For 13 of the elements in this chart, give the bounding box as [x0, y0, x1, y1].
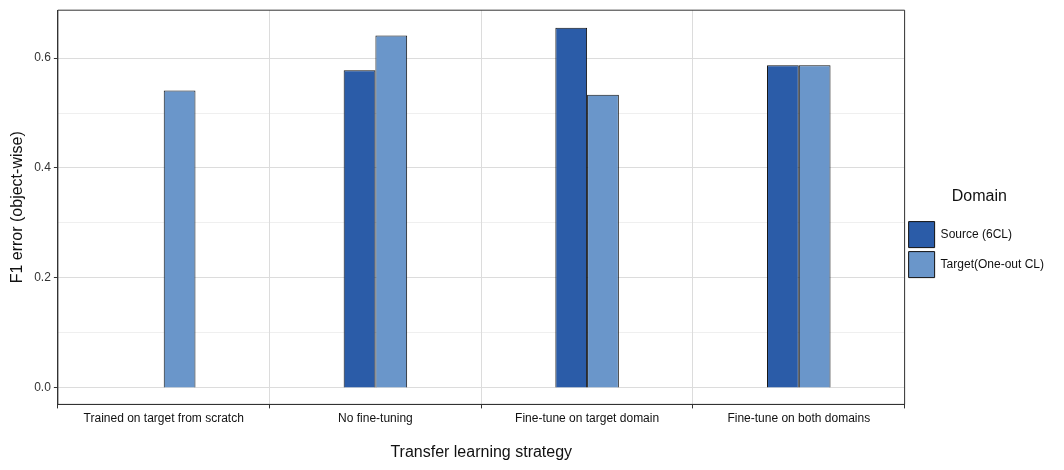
- y-tick-label: 0.0: [34, 380, 52, 395]
- x-tick-label: Fine-tune on target domain: [515, 410, 660, 425]
- y-tick-label: 0.4: [34, 160, 52, 175]
- legend-label: Target(One-out CL): [940, 256, 1045, 271]
- y-tick-label: 0.2: [34, 270, 52, 285]
- legend-title: Domain: [951, 186, 1007, 204]
- legend-label: Source (6CL): [940, 226, 1012, 241]
- x-tick-label: Trained on target from scratch: [83, 410, 244, 425]
- x-axis-title: Transfer learning strategy: [390, 442, 573, 460]
- x-tick-label: No fine-tuning: [338, 410, 413, 425]
- y-axis-title: F1 error (object-wise): [8, 131, 26, 284]
- x-tick-label: Fine-tune on both domains: [727, 410, 871, 425]
- y-tick-label: 0.6: [34, 50, 52, 65]
